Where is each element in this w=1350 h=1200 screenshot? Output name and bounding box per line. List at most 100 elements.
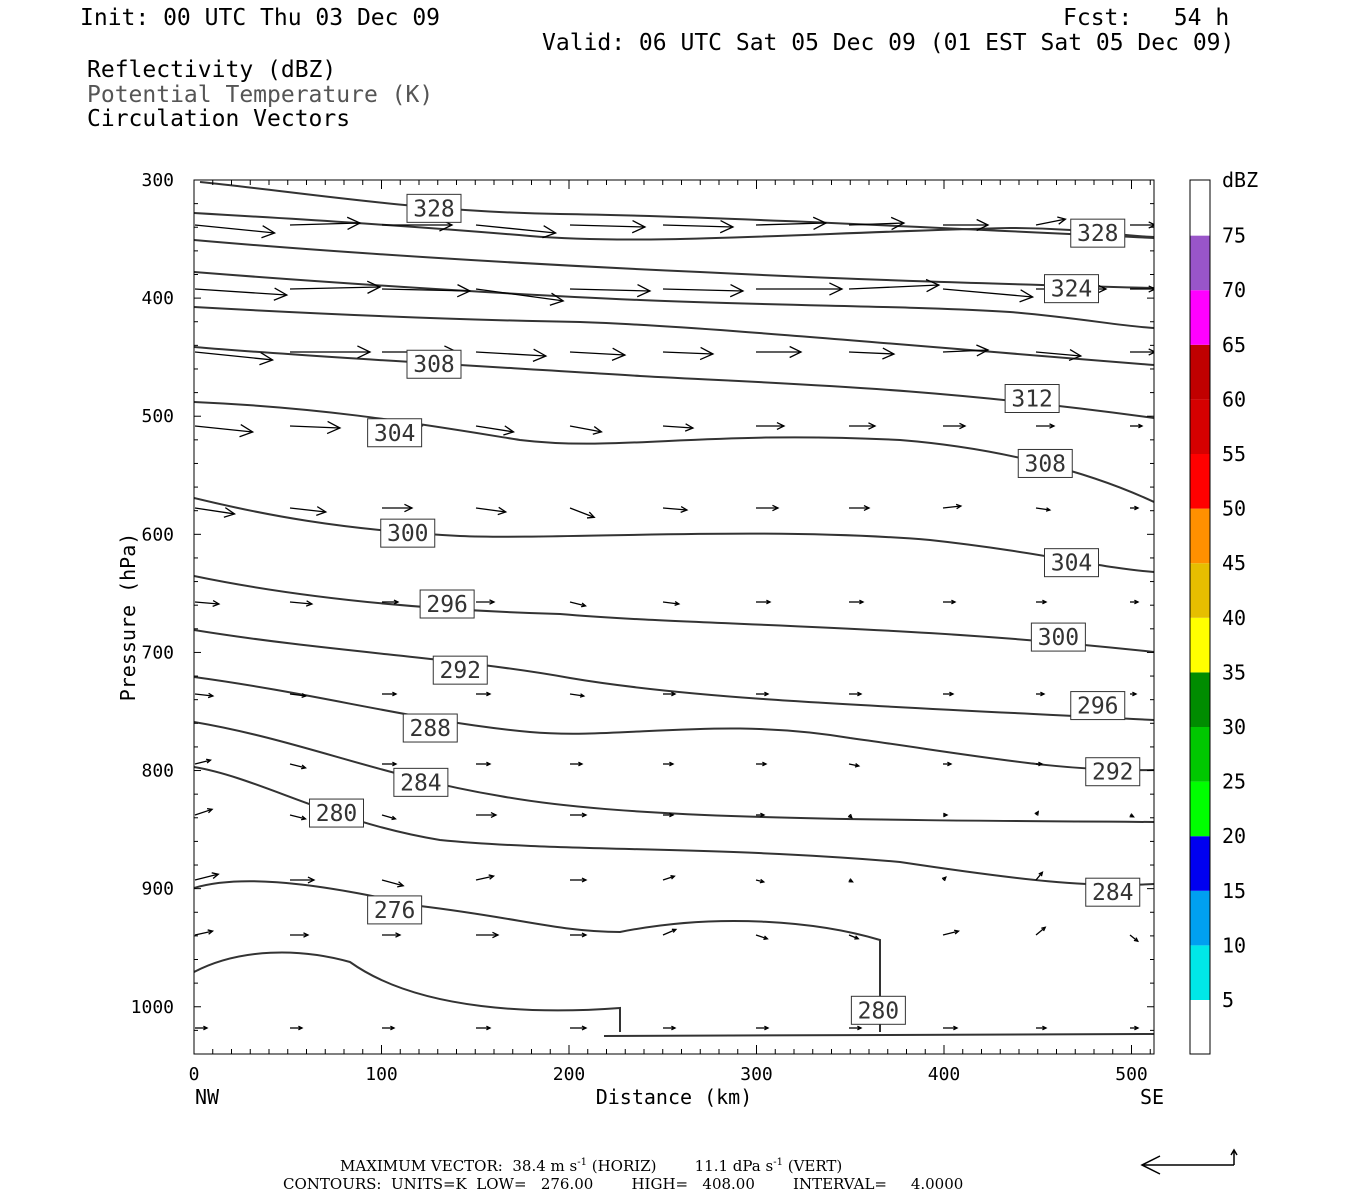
x-tick-label: 0 [189,1064,200,1085]
colorbar-label: 15 [1222,879,1246,903]
theta-contour-line [194,212,1154,241]
colorbar-segment [1190,399,1210,454]
circulation-vector [1036,691,1046,697]
circulation-vector [756,691,770,697]
circulation-vector [755,878,766,884]
circulation-vector [1130,599,1140,605]
circulation-vector [194,872,220,881]
circulation-vector [570,812,588,818]
circulation-vector [943,422,967,430]
colorbar-segment [1190,1000,1210,1054]
circulation-vector [289,693,308,699]
circulation-vector [194,224,277,239]
circulation-vector [1035,926,1047,936]
circulation-vector [756,812,766,818]
circulation-vector [662,284,745,298]
colorbar-label: 35 [1222,660,1246,684]
field-reflectivity: Reflectivity (dBZ) [87,57,337,83]
circulation-vector [570,1025,588,1031]
circulation-vector [475,874,496,881]
y-tick-label: 1000 [131,997,174,1018]
theta-contour-line [194,721,1154,823]
circulation-vector [289,280,382,294]
circulation-vector [1130,423,1144,429]
contour-label: 276 [367,895,423,925]
reflectivity-colorbar: 5 10 15 20 25 30 35 40 45 50 55 60 65 70 75 [1189,179,1246,1055]
colorbar-segment [1190,290,1210,345]
theta-contour-line [194,951,621,1032]
circulation-vector [382,1025,396,1031]
contour-label: 300 [380,518,436,548]
circulation-vector [382,761,398,767]
circulation-vector [849,422,877,430]
contour-label: 292 [1085,757,1141,787]
init-time: Init: 00 UTC Thu 03 Dec 09 [80,5,441,31]
theta-contour-line [194,676,1154,772]
contour-label-text: 284 [1092,880,1134,906]
circulation-vector [289,600,314,607]
contour-label: 296 [1070,691,1126,721]
circulation-vector [663,1025,677,1031]
circulation-vector [756,345,803,359]
circulation-vector [1130,1025,1140,1031]
circulation-vector [847,813,853,819]
circulation-vector [475,288,565,306]
colorbar-label: 70 [1222,278,1246,302]
circulation-vector [848,347,896,360]
contour-label: 300 [1030,622,1086,652]
contour-label-group: 328 328 324 308 312 304 308 300 304 296 300 292 296 2… [309,193,1141,1025]
circulation-vector [943,1025,959,1031]
circulation-vector [1129,813,1135,818]
field-potential-temperature: Potential Temperature (K) [87,82,434,108]
contour-label-text: 288 [409,716,451,742]
circulation-vector [569,507,596,519]
circulation-vector [1035,348,1083,362]
circulation-vector [1036,761,1044,767]
x-tick-label: 500 [1115,1064,1148,1085]
colorbar-segment [1190,781,1210,837]
contour-label-text: 312 [1011,387,1053,413]
colorbar-segment [1190,508,1210,564]
colorbar-label: 25 [1222,770,1246,794]
theta-contour-line [199,181,1154,239]
circulation-vector [1036,599,1048,605]
circulation-vector [942,344,990,357]
circulation-vector [1130,505,1140,511]
contour-label: 328 [1070,218,1126,248]
circulation-vector [662,601,681,607]
circulation-vector [756,761,768,767]
circulation-vector [570,932,588,938]
circulation-vector [662,506,689,514]
colorbar-frame [1189,179,1211,1055]
circulation-vector [943,812,949,818]
circulation-vector [1036,423,1056,429]
circulation-vector [475,506,508,516]
circulation-vector [849,691,863,697]
circulation-vector [662,928,678,936]
circulation-vector [569,347,627,361]
circulation-vector [1034,810,1040,816]
field-circulation-vectors: Circulation Vectors [87,106,351,132]
colorbar-segment [1190,836,1210,891]
max-vector-note: MAXIMUM VECTOR: 38.4 m s-1 (HORIZ) 11.1 … [340,1157,843,1175]
circulation-vector [381,879,405,888]
contour-label: 308 [1017,448,1073,478]
reference-vector [1140,1148,1238,1175]
circulation-vector [662,219,735,234]
circulation-vector [569,693,586,698]
contour-label-text: 292 [1092,760,1134,786]
circulation-vector [475,425,516,436]
circulation-vector [382,932,402,938]
contour-info: CONTOURS: UNITS=K LOW= 276.00 HIGH= 408.… [283,1175,964,1193]
colorbar-label: 65 [1222,333,1246,357]
contour-label: 296 [419,589,475,619]
circulation-vector [1129,934,1139,943]
y-tick-label: 300 [141,170,174,191]
contour-label: 280 [309,798,364,828]
colorbar-segment [1190,727,1210,782]
circulation-vector [942,503,963,510]
circulation-vector [194,351,275,366]
colorbar-segment [1190,672,1210,727]
forecast-hour: Fcst: 54 h [1063,5,1230,31]
colorbar-segment [1190,563,1210,618]
